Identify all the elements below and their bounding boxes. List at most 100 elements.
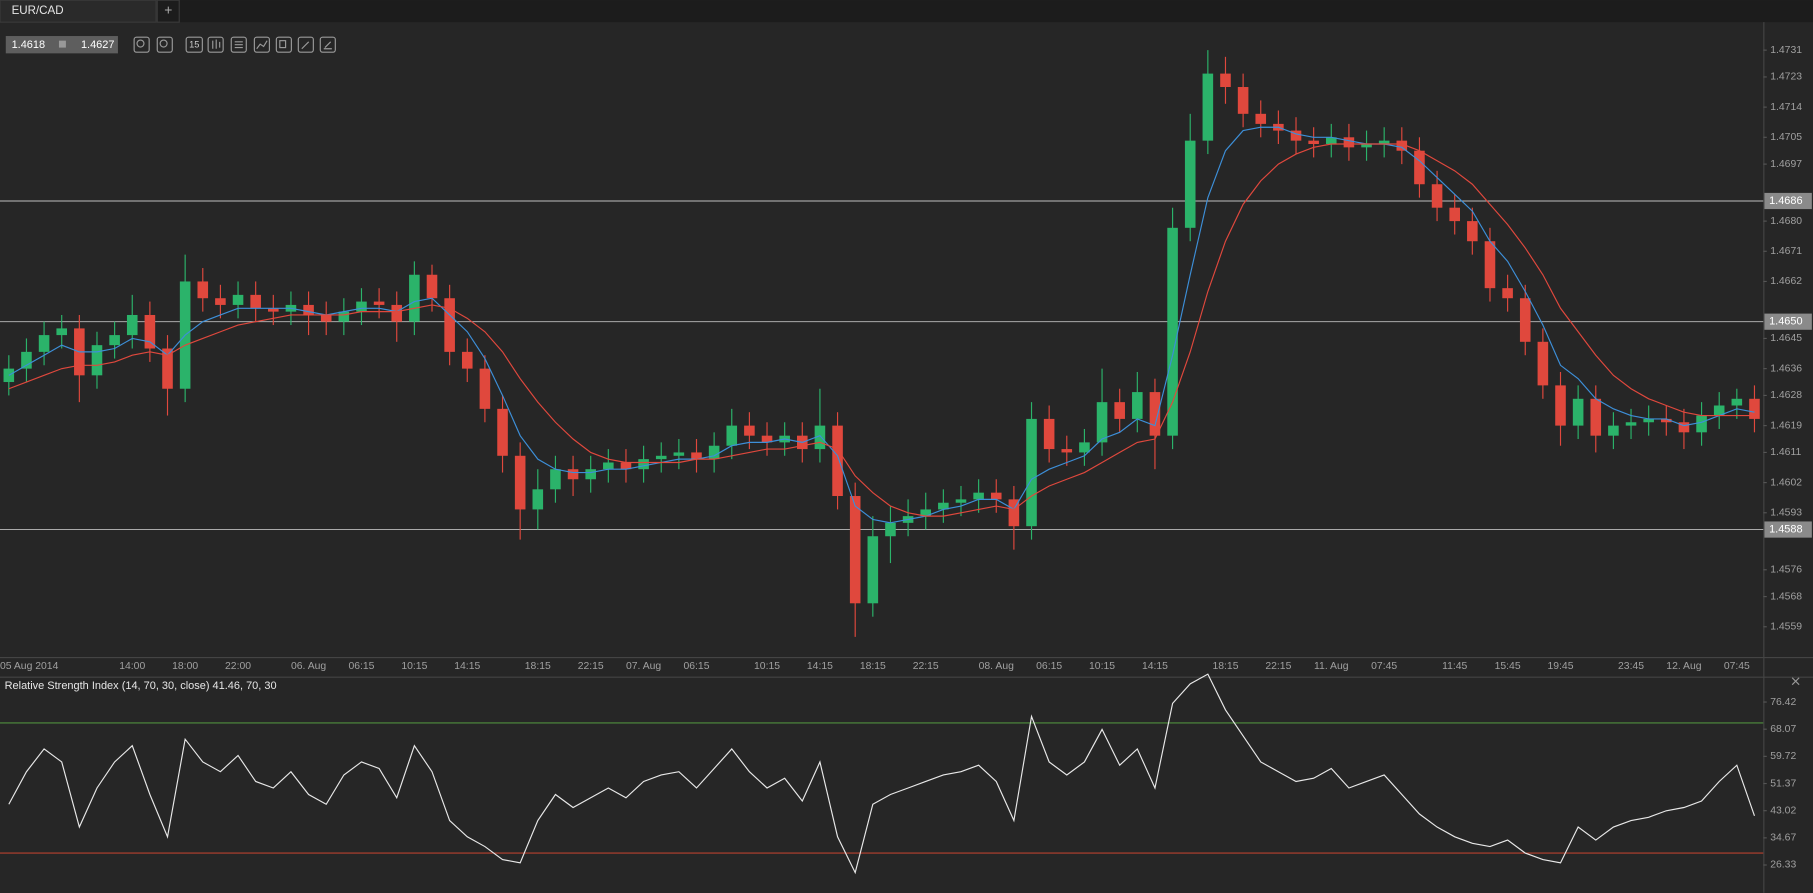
add-tab-button[interactable] [156, 0, 180, 23]
y-tick-label: 34.67 [1770, 833, 1796, 844]
indicator-title: Relative Strength Index (14, 70, 30, clo… [5, 680, 277, 692]
candle-body [938, 502, 949, 510]
candle-body [955, 499, 967, 503]
candle-body [814, 425, 826, 450]
settings-button[interactable] [319, 36, 336, 53]
candle-body [744, 425, 755, 436]
x-tick-label: 06:15 [348, 661, 374, 672]
candle-body [550, 469, 561, 490]
candle-body [691, 452, 702, 460]
moving-average [8, 143, 1755, 517]
x-tick-label: 11. Aug [1314, 661, 1349, 672]
y-tick-label: 1.4645 [1770, 333, 1802, 344]
candle-body [1678, 422, 1690, 433]
price-label-box [1764, 192, 1812, 210]
y-tick-label: 1.4731 [1770, 45, 1802, 56]
compare-button[interactable] [253, 36, 270, 53]
interval-button[interactable] [185, 36, 203, 53]
x-tick-label: 18:15 [525, 661, 551, 672]
candle-body [973, 492, 984, 500]
x-tick-label: 18:00 [172, 661, 198, 672]
x-tick-label: 14:15 [454, 661, 480, 672]
candle-body [1325, 137, 1337, 145]
candle-body [1132, 392, 1143, 419]
x-tick-label: 10:15 [401, 661, 427, 672]
y-tick-label: 1.4619 [1770, 420, 1802, 431]
candle-body [1255, 113, 1267, 124]
x-tick-label: 10:15 [754, 661, 780, 672]
candle-body [532, 489, 544, 510]
candle-body [1713, 405, 1725, 416]
zoom-in-icon [159, 39, 168, 48]
draw-button[interactable] [297, 36, 314, 53]
chart-type-button[interactable] [207, 36, 224, 53]
draw-icon [301, 41, 310, 50]
y-tick-label: 1.4602 [1770, 477, 1802, 488]
x-tick-label: 07. Aug [626, 661, 661, 672]
y-tick-label: 1.4628 [1770, 390, 1802, 401]
y-tick-label: 1.4662 [1770, 276, 1802, 287]
y-tick-label: 1.4636 [1770, 363, 1802, 374]
y-tick-label: 1.4697 [1770, 159, 1802, 170]
candle-body [126, 314, 138, 336]
settings-icon [323, 41, 332, 50]
candle-body [1096, 402, 1108, 443]
candle-body [1061, 449, 1073, 453]
candle-body [1731, 398, 1743, 406]
toolbar [133, 36, 336, 53]
x-tick-label: 19:45 [1547, 661, 1573, 672]
candle-body [1696, 415, 1707, 433]
x-tick-label: 08. Aug [979, 661, 1014, 672]
price-label-box [1764, 521, 1812, 538]
candle-body [479, 368, 491, 409]
templates-button[interactable] [275, 36, 292, 53]
candle-body [373, 301, 385, 305]
candle-body [920, 509, 932, 517]
tab[interactable] [0, 0, 157, 23]
y-tick-label: 1.4671 [1770, 246, 1802, 257]
candle-body [303, 304, 314, 315]
candle-body [1308, 140, 1319, 145]
ask-price: 1.4627 [81, 39, 115, 51]
candle-body [320, 314, 332, 322]
x-tick-label: 22:15 [913, 661, 939, 672]
candle-body [1519, 298, 1531, 342]
x-tick-label: 12. Aug [1666, 661, 1701, 672]
x-tick-label: 06:15 [1036, 661, 1062, 672]
x-tick-label: 22:00 [225, 661, 251, 672]
x-tick-label: 23:45 [1618, 661, 1644, 672]
candle-body [603, 462, 614, 470]
candle-body [849, 496, 861, 604]
zoom-in-button[interactable] [156, 36, 173, 53]
candle-body [832, 425, 843, 497]
candle-body [1431, 184, 1443, 208]
y-tick-label: 68.07 [1770, 724, 1796, 735]
interval-label: 15 [189, 40, 199, 50]
y-tick-label: 51.37 [1770, 778, 1796, 789]
zoom-out-button[interactable] [133, 36, 150, 53]
candle-body [1661, 418, 1672, 423]
candle-body [91, 345, 103, 376]
candle-body [338, 311, 350, 322]
price-label: 1.4650 [1769, 316, 1803, 328]
candle-body [109, 335, 120, 346]
candle-body [1184, 140, 1196, 228]
close-indicator-button[interactable] [1791, 677, 1800, 686]
candle-body [585, 469, 596, 480]
bid-price: 1.4618 [12, 39, 46, 51]
y-tick-label: 1.4680 [1770, 216, 1802, 227]
indicators-button[interactable] [230, 36, 247, 53]
x-tick-label: 22:15 [1265, 661, 1291, 672]
candle-body [1449, 207, 1460, 222]
y-tick-label: 1.4611 [1770, 447, 1801, 458]
tab-bar [0, 0, 1813, 23]
x-tick-label: 18:15 [1212, 661, 1238, 672]
candle-body [409, 274, 420, 322]
candle-body [162, 348, 173, 389]
candle-body [567, 469, 579, 480]
candle-body [391, 304, 403, 322]
candle-body [1502, 288, 1513, 299]
candle-body [56, 328, 68, 336]
